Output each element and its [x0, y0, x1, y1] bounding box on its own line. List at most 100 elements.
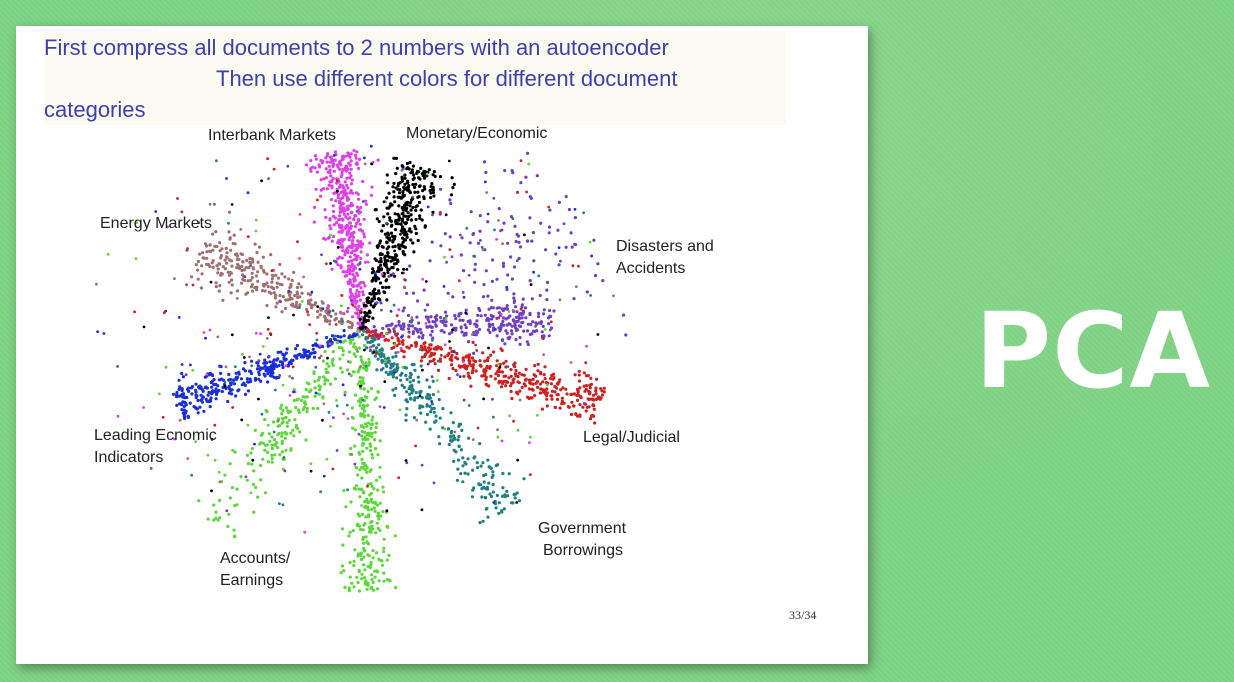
scatter-point	[492, 415, 495, 419]
scatter-point	[512, 377, 516, 381]
scatter-point	[583, 389, 587, 393]
scatter-point	[177, 378, 181, 382]
scatter-point	[360, 487, 364, 491]
scatter-point	[484, 170, 488, 175]
scatter-point	[363, 284, 367, 288]
scatter-point	[515, 328, 519, 332]
scatter-point	[350, 453, 354, 456]
scatter-point	[272, 365, 276, 369]
scatter-point	[377, 266, 381, 270]
scatter-point	[393, 393, 397, 397]
scatter-point	[359, 280, 363, 285]
scatter-point	[456, 438, 460, 442]
scatter-point	[417, 335, 421, 339]
scatter-point	[353, 249, 357, 253]
scatter-point	[204, 336, 207, 340]
scatter-point	[346, 417, 350, 420]
scatter-point	[528, 441, 531, 444]
scatter-point	[359, 298, 363, 302]
scatter-point	[322, 177, 326, 181]
scatter-point	[292, 390, 295, 394]
scatter-point	[360, 333, 365, 337]
scatter-point	[369, 563, 373, 567]
scatter-point	[475, 323, 479, 327]
scatter-point	[392, 327, 396, 331]
scatter-point	[349, 167, 353, 171]
scatter-point	[503, 169, 507, 173]
label-government-borrowings: Government Borrowings	[538, 520, 631, 559]
scatter-point	[373, 338, 377, 342]
scatter-point	[495, 334, 499, 338]
scatter-point	[349, 265, 353, 269]
scatter-point	[420, 463, 424, 467]
scatter-point	[595, 377, 599, 381]
scatter-point	[313, 386, 317, 390]
scatter-point	[520, 385, 524, 389]
scatter-point	[386, 338, 390, 342]
scatter-point	[313, 166, 317, 170]
scatter-point	[321, 418, 324, 422]
scatter-point	[337, 185, 342, 189]
scatter-point	[347, 282, 351, 286]
scatter-point	[487, 346, 490, 350]
scatter-point	[353, 393, 358, 397]
scatter-point	[372, 304, 376, 308]
scatter-point	[567, 208, 572, 212]
scatter-point	[386, 372, 391, 377]
scatter-point	[218, 364, 222, 368]
scatter-point	[578, 394, 582, 398]
scatter-point	[514, 239, 518, 244]
scatter-point	[263, 491, 268, 495]
scatter-point	[505, 331, 509, 335]
scatter-point	[497, 501, 501, 505]
scatter-point	[279, 350, 283, 354]
scatter-point	[511, 217, 515, 221]
scatter-point	[348, 171, 352, 175]
scatter-point	[366, 413, 370, 417]
scatter-point	[350, 323, 354, 327]
scatter-point	[439, 187, 443, 191]
scatter-point	[312, 351, 316, 355]
scatter-point	[362, 156, 366, 160]
scatter-point	[260, 289, 265, 293]
scatter-point	[332, 259, 336, 263]
scatter-point	[434, 346, 438, 350]
scatter-point	[461, 318, 465, 322]
scatter-point	[353, 345, 357, 349]
scatter-point	[431, 210, 435, 214]
scatter-point	[464, 311, 468, 315]
scatter-point	[178, 418, 182, 422]
scatter-point	[467, 404, 471, 407]
label-leading-line-2: Indicators	[94, 449, 163, 466]
scatter-point	[393, 228, 398, 232]
scatter-point	[405, 268, 409, 271]
scatter-point	[313, 154, 317, 158]
scatter-point	[560, 396, 565, 400]
scatter-point	[349, 182, 354, 186]
scatter-point	[431, 213, 434, 217]
scatter-point	[423, 308, 427, 312]
scatter-point	[394, 351, 398, 355]
scatter-point	[245, 377, 249, 381]
scatter-point	[239, 475, 243, 479]
scatter-point	[280, 403, 284, 407]
scatter-point	[375, 551, 379, 555]
scatter-point	[208, 405, 212, 409]
scatter-point	[571, 264, 575, 268]
scatter-point	[329, 227, 333, 231]
scatter-point	[330, 334, 335, 338]
scatter-point	[402, 350, 406, 354]
scatter-point	[262, 372, 266, 376]
scatter-point	[345, 183, 349, 187]
scatter-point	[194, 390, 198, 394]
scatter-point	[348, 163, 352, 167]
scatter-point	[433, 174, 437, 178]
scatter-point	[391, 238, 395, 242]
scatter-point	[240, 273, 245, 277]
scatter-point	[356, 273, 360, 277]
scatter-point	[347, 372, 351, 376]
scatter-point	[313, 394, 317, 398]
scatter-point	[374, 501, 378, 505]
scatter-point	[524, 175, 528, 179]
scatter-point	[237, 372, 241, 376]
